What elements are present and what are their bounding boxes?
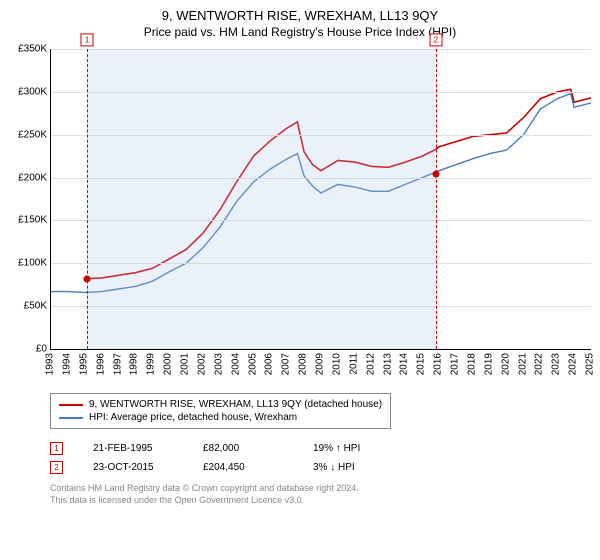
chart-subtitle: Price paid vs. HM Land Registry's House …: [10, 25, 590, 39]
transaction-date: 23-OCT-2015: [93, 462, 173, 473]
x-axis-label: 1995: [78, 353, 89, 375]
y-axis-label: £300K: [11, 86, 47, 97]
transactions-table: 1 21-FEB-1995 £82,000 19% ↑ HPI 2 23-OCT-2015…: [50, 439, 590, 477]
transaction-dot: [432, 170, 439, 177]
x-axis-label: 1999: [146, 353, 157, 375]
transaction-vline: [87, 49, 88, 349]
transaction-index-icon: 1: [50, 442, 63, 455]
transaction-row: 2 23-OCT-2015 £204,450 3% ↓ HPI: [50, 458, 590, 477]
chart-title: 9, WENTWORTH RISE, WREXHAM, LL13 9QY: [10, 8, 590, 23]
x-axis-label: 2000: [163, 353, 174, 375]
x-axis-label: 2021: [517, 353, 528, 375]
y-axis-label: £250K: [11, 129, 47, 140]
x-axis-label: 2013: [382, 353, 393, 375]
legend-item: HPI: Average price, detached house, Wrex…: [59, 411, 382, 424]
transaction-marker: 2: [429, 33, 442, 46]
legend-label: 9, WENTWORTH RISE, WREXHAM, LL13 9QY (de…: [89, 399, 382, 410]
ownership-shade: [87, 49, 436, 349]
legend-item: 9, WENTWORTH RISE, WREXHAM, LL13 9QY (de…: [59, 398, 382, 411]
transaction-price: £204,450: [203, 462, 283, 473]
x-axis-label: 2002: [196, 353, 207, 375]
transaction-dot: [84, 275, 91, 282]
x-axis-label: 2010: [331, 353, 342, 375]
x-axis-label: 1996: [95, 353, 106, 375]
y-axis-label: £150K: [11, 215, 47, 226]
x-axis-label: 2020: [500, 353, 511, 375]
x-axis-label: 2007: [281, 353, 292, 375]
x-axis-label: 2023: [551, 353, 562, 375]
y-axis-label: £350K: [11, 44, 47, 55]
x-axis-label: 2001: [180, 353, 191, 375]
x-axis-label: 2018: [466, 353, 477, 375]
x-axis-label: 2003: [213, 353, 224, 375]
transaction-index-icon: 2: [50, 461, 63, 474]
transaction-marker: 1: [81, 33, 94, 46]
x-axis-label: 2016: [433, 353, 444, 375]
x-axis-label: 2006: [264, 353, 275, 375]
transaction-price: £82,000: [203, 443, 283, 454]
x-axis-label: 2011: [348, 353, 359, 375]
chart: £0£50K£100K£150K£200K£250K£300K£350K12 1…: [50, 49, 590, 389]
y-axis-label: £50K: [11, 301, 47, 312]
x-axis-label: 1994: [61, 353, 72, 375]
x-axis-label: 2025: [585, 353, 596, 375]
x-axis-label: 2012: [365, 353, 376, 375]
footer-copyright: Contains HM Land Registry data © Crown c…: [50, 483, 590, 506]
legend: 9, WENTWORTH RISE, WREXHAM, LL13 9QY (de…: [50, 393, 391, 429]
x-axis-label: 1997: [112, 353, 123, 375]
y-axis-label: £0: [11, 344, 47, 355]
legend-label: HPI: Average price, detached house, Wrex…: [89, 412, 297, 423]
transaction-delta: 19% ↑ HPI: [313, 443, 393, 454]
x-axis-label: 2017: [450, 353, 461, 375]
x-axis-label: 1993: [45, 353, 56, 375]
x-axis-label: 2015: [416, 353, 427, 375]
legend-swatch: [59, 417, 83, 419]
y-axis-label: £200K: [11, 172, 47, 183]
x-axis-label: 2014: [399, 353, 410, 375]
transaction-delta: 3% ↓ HPI: [313, 462, 393, 473]
legend-swatch: [59, 404, 83, 406]
x-axis-label: 2004: [230, 353, 241, 375]
x-axis-label: 2022: [534, 353, 545, 375]
transaction-row: 1 21-FEB-1995 £82,000 19% ↑ HPI: [50, 439, 590, 458]
x-axis-label: 1998: [129, 353, 140, 375]
x-axis-label: 2005: [247, 353, 258, 375]
transaction-date: 21-FEB-1995: [93, 443, 173, 454]
x-axis-label: 2009: [315, 353, 326, 375]
x-axis-label: 2024: [568, 353, 579, 375]
y-axis-label: £100K: [11, 258, 47, 269]
x-axis-label: 2019: [483, 353, 494, 375]
x-axis-label: 2008: [298, 353, 309, 375]
transaction-vline: [436, 49, 437, 349]
